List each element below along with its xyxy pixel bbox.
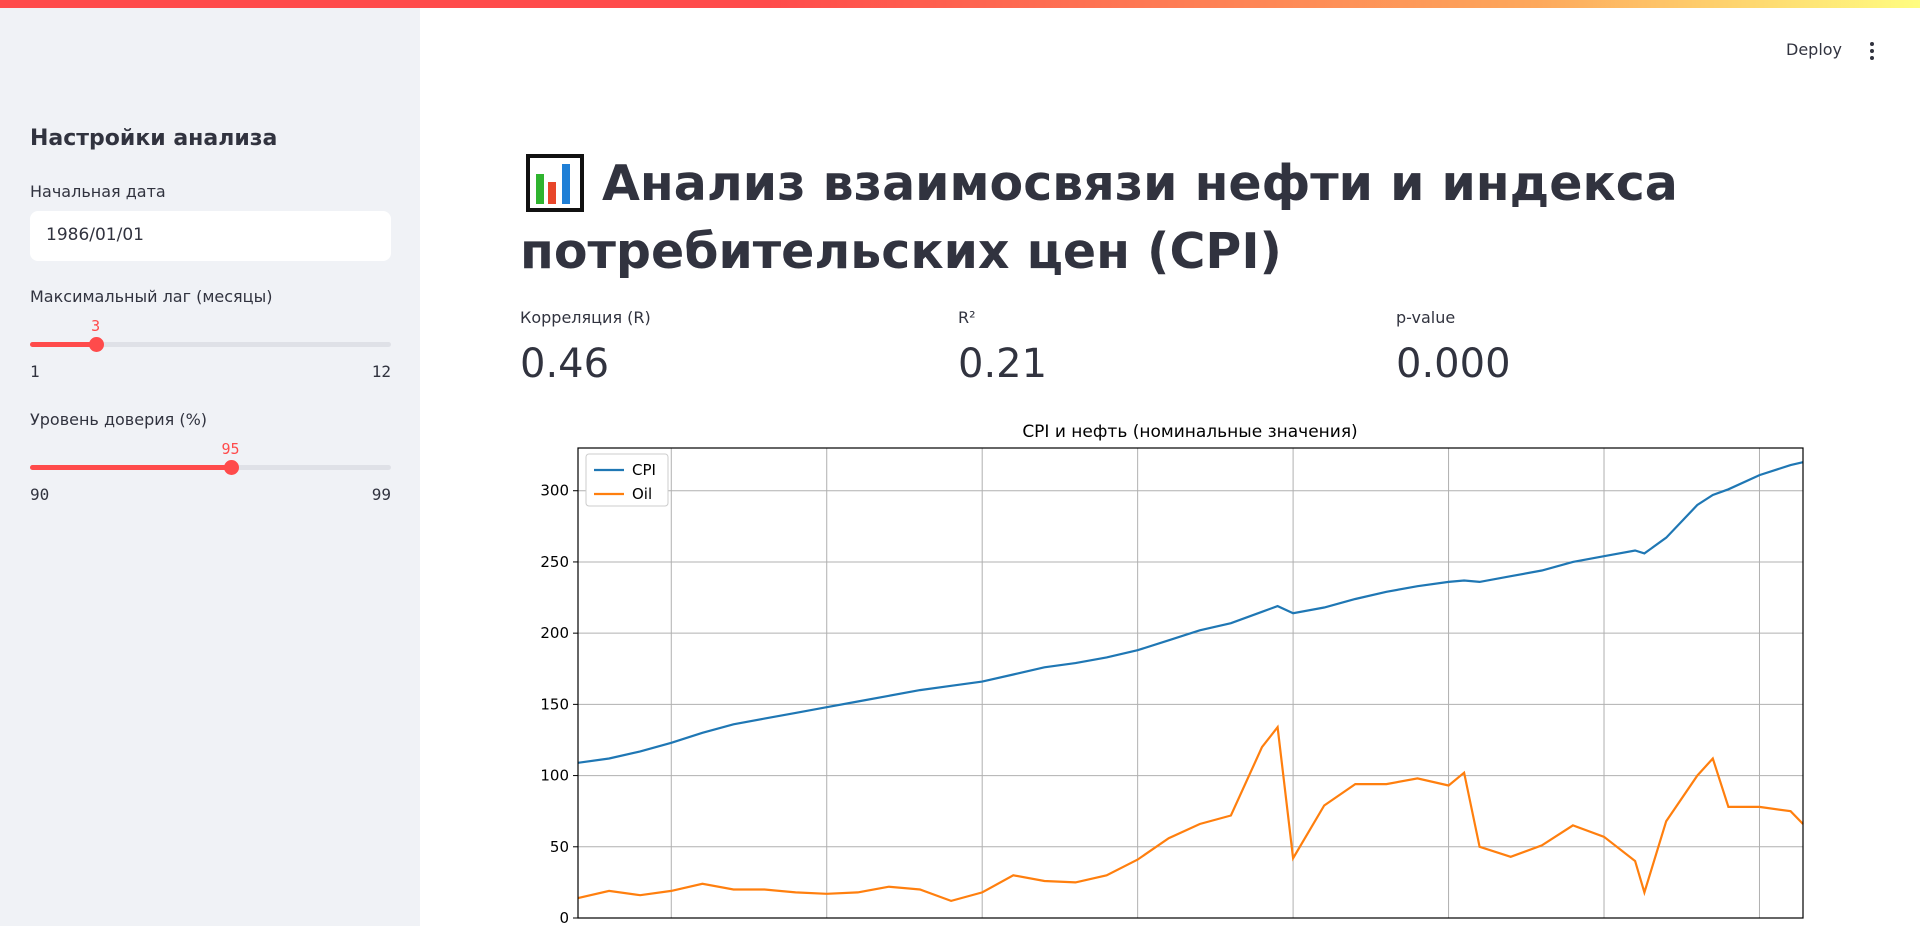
metric-value: 0.000 [1396, 341, 1511, 387]
y-tick-label: 50 [550, 838, 569, 856]
series-line-cpi [577, 461, 1804, 764]
chart-title: CPI и нефть (номинальные значения) [1022, 422, 1358, 442]
deploy-button[interactable]: Deploy [1786, 40, 1843, 59]
y-tick-label: 150 [540, 695, 569, 713]
legend-label-oil: Oil [632, 485, 652, 503]
y-tick-label: 250 [540, 553, 569, 571]
metric-value: 0.46 [520, 341, 610, 387]
cpi-oil-line-chart: 0 50 100 150 200 250 300 CPI Oil [540, 447, 1804, 926]
slider-fill [30, 342, 96, 347]
metric-label: R² [958, 308, 976, 327]
y-tick-label: 200 [540, 624, 569, 642]
top-decoration-bar [0, 0, 1920, 8]
max-lag-label: Максимальный лаг (месяцы) [30, 287, 273, 306]
y-tick-label: 300 [540, 482, 569, 500]
page-title: Анализ взаимосвязи нефти и индекса потре… [520, 155, 1678, 280]
slider-max: 99 [371, 485, 391, 504]
sidebar-title: Настройки анализа [30, 126, 278, 151]
y-tick-label: 0 [559, 909, 569, 926]
metric-label: Корреляция (R) [520, 308, 651, 327]
y-tick-label: 100 [540, 767, 569, 785]
slider-value: 95 [221, 440, 240, 458]
start-date-input[interactable]: 1986/01/01 [30, 211, 391, 261]
sidebar: Настройки анализа Начальная дата 1986/01… [0, 0, 420, 926]
metric-label: p-value [1396, 308, 1456, 327]
slider-track[interactable] [30, 342, 391, 347]
kebab-menu-icon[interactable] [1864, 40, 1880, 62]
legend-label-cpi: CPI [632, 461, 656, 479]
slider-value: 3 [91, 317, 101, 335]
max-lag-slider[interactable]: 3 1 12 [30, 312, 391, 381]
slider-fill [30, 465, 231, 470]
slider-max: 12 [371, 362, 391, 381]
metric-value: 0.21 [958, 341, 1048, 387]
metric-p-value: p-value 0.000 [1396, 308, 1511, 387]
confidence-slider[interactable]: 95 90 99 [30, 435, 391, 504]
plot-frame [577, 447, 1804, 919]
confidence-label: Уровень доверия (%) [30, 410, 208, 429]
slider-thumb[interactable] [223, 460, 239, 475]
slider-min: 1 [30, 362, 40, 381]
slider-thumb[interactable] [88, 337, 104, 352]
series-line-oil [577, 724, 1804, 903]
bar-chart-icon [526, 154, 584, 212]
metric-correlation: Корреляция (R) 0.46 [520, 308, 651, 387]
slider-min: 90 [30, 485, 50, 504]
start-date-label: Начальная дата [30, 182, 166, 201]
metric-r-squared: R² 0.21 [958, 308, 1047, 387]
